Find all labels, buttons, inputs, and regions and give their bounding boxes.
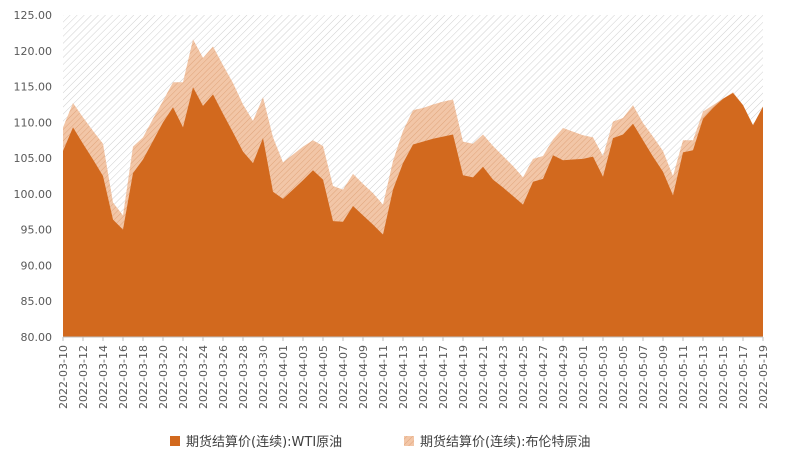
x-tick-label: 2022-03-16 <box>117 345 130 409</box>
y-tick-label: 110.00 <box>14 116 53 129</box>
x-axis: 2022-03-10 2022-03-12 2022-03-14 2022-03-16… <box>57 337 770 409</box>
x-tick-label: 2022-04-11 <box>377 345 390 409</box>
x-tick-label: 2022-05-11 <box>677 345 690 409</box>
x-tick-label: 2022-04-09 <box>357 345 370 409</box>
x-tick-label: 2022-03-30 <box>257 345 270 409</box>
x-tick-label: 2022-05-03 <box>597 345 610 409</box>
x-tick-label: 2022-03-22 <box>177 345 190 409</box>
x-tick-label: 2022-03-14 <box>97 345 110 409</box>
y-tick-label: 120.00 <box>14 45 53 58</box>
x-tick-label: 2022-04-25 <box>517 345 530 409</box>
x-tick-label: 2022-05-09 <box>657 345 670 409</box>
x-tick-label: 2022-05-13 <box>697 345 710 409</box>
x-tick-label: 2022-04-19 <box>457 345 470 409</box>
x-tick-label: 2022-04-01 <box>277 345 290 409</box>
x-tick-label: 2022-04-05 <box>317 345 330 409</box>
x-tick-label: 2022-03-12 <box>77 345 90 409</box>
x-tick-label: 2022-04-17 <box>437 345 450 409</box>
x-tick-label: 2022-03-18 <box>137 345 150 409</box>
x-tick-label: 2022-03-20 <box>157 345 170 409</box>
y-axis: 80.00 85.00 90.00 95.00 100.00 105.00 110.00 11… <box>14 9 53 344</box>
x-tick-label: 2022-05-19 <box>757 345 770 409</box>
x-tick-label: 2022-03-26 <box>217 345 230 409</box>
x-tick-label: 2022-05-07 <box>637 345 650 409</box>
x-tick-label: 2022-04-29 <box>557 345 570 409</box>
y-tick-label: 80.00 <box>21 331 53 344</box>
y-tick-label: 90.00 <box>21 259 53 272</box>
x-tick-label: 2022-05-17 <box>737 345 750 409</box>
series-area-wti <box>63 87 763 338</box>
x-tick-label: 2022-04-07 <box>337 345 350 409</box>
x-tick-label: 2022-03-24 <box>197 345 210 409</box>
x-tick-label: 2022-04-27 <box>537 345 550 409</box>
x-tick-label: 2022-04-03 <box>297 345 310 409</box>
x-tick-label: 2022-04-21 <box>477 345 490 409</box>
x-tick-label: 2022-03-10 <box>57 345 70 409</box>
legend-swatch-brent <box>404 436 414 446</box>
x-tick-label: 2022-05-15 <box>717 345 730 409</box>
x-tick-label: 2022-05-05 <box>617 345 630 409</box>
y-tick-label: 95.00 <box>21 224 53 237</box>
legend-label-wti: 期货结算价(连续):WTI原油 <box>186 434 342 450</box>
y-tick-label: 85.00 <box>21 295 53 308</box>
x-tick-label: 2022-05-01 <box>577 345 590 409</box>
y-tick-label: 115.00 <box>14 81 53 94</box>
legend-swatch-wti <box>170 436 180 446</box>
y-tick-label: 105.00 <box>14 152 53 165</box>
legend: 期货结算价(连续):WTI原油 期货结算价(连续):布伦特原油 <box>170 434 591 450</box>
x-tick-label: 2022-04-15 <box>417 345 430 409</box>
x-tick-label: 2022-04-13 <box>397 345 410 409</box>
x-tick-label: 2022-04-23 <box>497 345 510 409</box>
series-layer <box>63 39 763 338</box>
x-tick-label: 2022-03-28 <box>237 345 250 409</box>
y-tick-label: 100.00 <box>14 188 53 201</box>
y-tick-label: 125.00 <box>14 9 53 22</box>
legend-label-brent: 期货结算价(连续):布伦特原油 <box>420 434 591 450</box>
